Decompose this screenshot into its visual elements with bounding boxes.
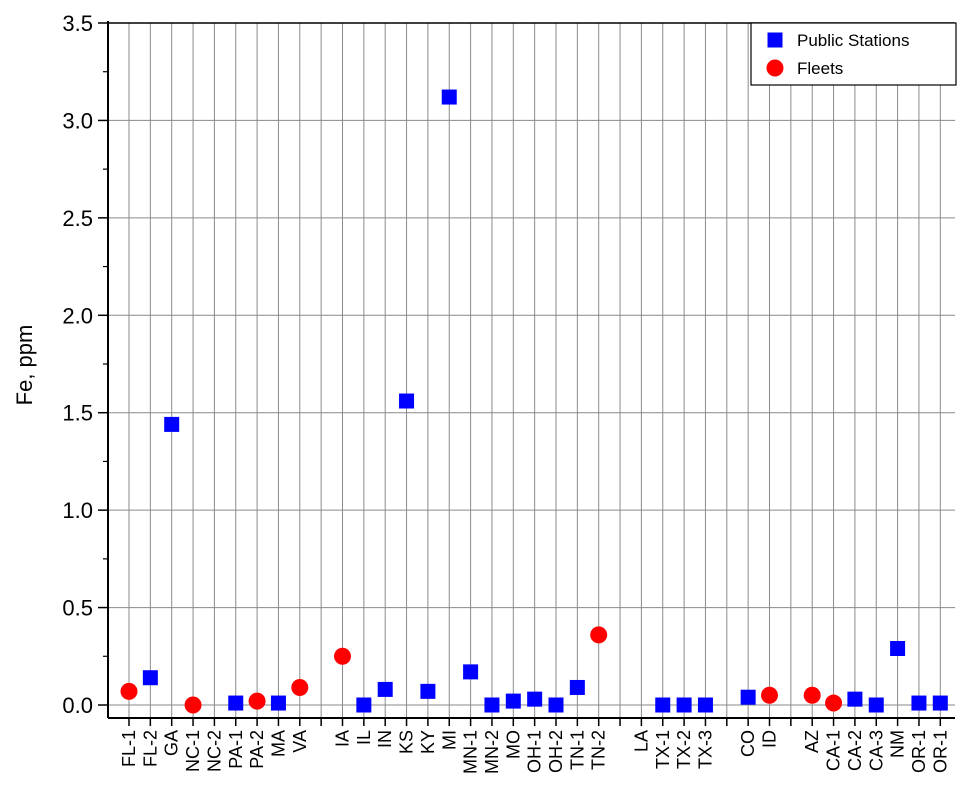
x-category-label: OH-1 [525,730,545,773]
x-category-label: FL-1 [119,730,139,767]
x-category-label: MI [439,730,459,750]
x-category-label: IA [333,730,353,747]
x-category-label: TX-2 [674,730,694,769]
public-station-point [740,689,756,705]
fleet-point [120,682,138,700]
public-station-point [377,681,393,697]
x-category-label: ID [760,730,780,748]
public-station-point [270,695,286,711]
x-category-label: CA-2 [845,730,865,771]
public-station-point [697,697,713,713]
fleet-point [761,686,778,704]
y-tick-label: 3.0 [62,108,93,133]
fleet-point [184,696,202,714]
public-station-point [911,695,927,711]
x-category-label: TN-1 [567,730,587,770]
fleet-point [334,647,351,665]
x-category-label: LA [631,730,651,752]
x-category-label: TX-1 [653,730,673,769]
public-station-point [164,416,180,432]
x-category-label: PA-1 [226,730,246,769]
public-station-point [484,697,500,713]
x-category-label: KS [397,730,417,754]
x-category-label: CO [738,730,758,757]
public-station-point [676,697,692,713]
public-station-point [505,693,521,709]
x-category-label: OR-1 [909,730,929,773]
fleet-point [291,678,309,696]
x-category-label: OR-1 [930,730,950,773]
fleet-point [590,626,608,644]
x-category-label: MA [268,730,288,757]
x-category-label: IN [375,730,395,748]
x-category-label: NC-2 [204,730,224,772]
legend-label: Public Stations [797,31,909,50]
public-station-point [420,683,436,699]
legend-label: Fleets [797,59,843,78]
public-station-point [655,697,671,713]
x-category-label: OH-2 [546,730,566,773]
y-tick-label: 1.0 [62,498,93,523]
x-category-label: MN-1 [461,730,481,774]
y-tick-label: 1.5 [62,401,93,426]
x-category-label: NC-1 [183,730,203,772]
x-category-label: KY [418,730,438,754]
fleet-point [803,686,821,704]
y-tick-label: 0.5 [62,596,93,621]
legend-box [750,22,957,86]
public-station-point [399,393,415,409]
public-station-point [142,670,158,686]
public-station-point [569,679,585,695]
legend-square-marker [767,32,783,48]
x-category-label: CA-1 [824,730,844,771]
x-category-label: GA [162,730,182,756]
grid-lines [108,22,955,718]
x-category-label: FL-2 [140,730,160,767]
y-tick-labels: 0.0 0.5 1.0 1.5 2.0 2.5 3.0 3.5 [62,11,93,718]
x-category-label: AZ [802,730,822,753]
x-category-label: MO [503,730,523,759]
public-station-point [868,697,884,713]
fleet-point [825,694,843,712]
y-tick-label: 0.0 [62,693,93,718]
x-category-label: TX-3 [695,730,715,769]
y-tick-label: 3.5 [62,11,93,36]
public-station-point [228,695,244,711]
public-station-point [890,640,906,656]
fleet-point [248,692,266,710]
public-station-point [356,697,372,713]
public-station-point [463,664,479,680]
x-category-label: VA [290,730,310,753]
x-category-label: MN-2 [482,730,502,774]
y-axis-title: Fe, ppm [12,325,37,406]
public-station-point [441,89,457,105]
public-station-point [548,697,564,713]
x-category-label: PA-2 [247,730,267,769]
legend-circle-marker [766,59,784,77]
axes [98,21,955,726]
y-tick-label: 2.5 [62,206,93,231]
data-points [120,89,948,714]
public-station-point [527,691,543,707]
x-category-labels: FL-1 FL-2 GA NC-1 NC-2 PA-1 PA-2 MA VA IA IL IN KS KY… [119,730,950,774]
y-tick-label: 2.0 [62,303,93,328]
public-station-point [932,695,948,711]
x-category-label: TN-2 [589,730,609,770]
public-station-point [847,691,863,707]
x-category-label: CA-3 [866,730,886,771]
legend: Public Stations Fleets [750,22,957,86]
x-category-label: NM [888,730,908,758]
x-category-label: IL [354,730,374,745]
